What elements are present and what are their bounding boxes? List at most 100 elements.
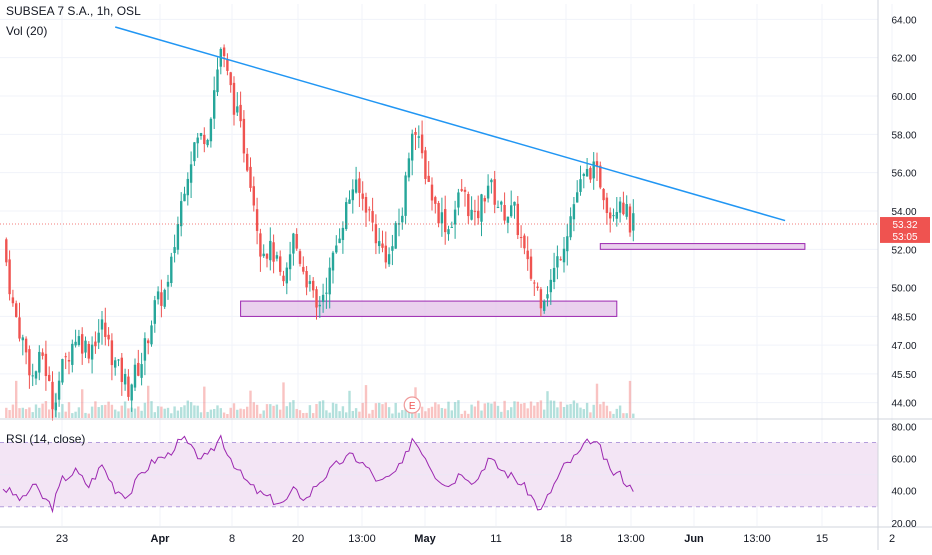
volume-bar (249, 390, 252, 418)
volume-bar (94, 401, 97, 418)
volume-bar (213, 408, 216, 418)
candle-body (41, 352, 44, 356)
candle-body (483, 198, 486, 202)
countdown-label: 53:05 (892, 232, 917, 243)
rsi-label[interactable]: RSI (14, close) (6, 432, 86, 446)
candle-body (272, 242, 275, 262)
candle-body (477, 210, 480, 219)
volume-bar (315, 404, 318, 418)
price-tick-label: 50.00 (891, 284, 916, 295)
candle-body (589, 167, 592, 180)
price-tick-label: 60.00 (891, 92, 916, 103)
trendline-layer[interactable] (0, 26, 878, 225)
volume-bar (298, 410, 302, 418)
support-zone-2[interactable] (599, 243, 806, 250)
volume-bar (543, 409, 546, 418)
earnings-marker[interactable] (403, 396, 421, 414)
volume-bar (246, 406, 249, 418)
candle-body (97, 332, 100, 343)
volume-bar (378, 402, 381, 418)
volume-bar (427, 408, 430, 418)
volume-bar (437, 404, 440, 418)
candle-body (556, 256, 559, 268)
rsi-tick-label: 60.00 (891, 455, 916, 466)
volume-bar (97, 407, 100, 418)
candle-body (566, 236, 569, 252)
candle-body (265, 253, 269, 259)
candle-body (176, 223, 180, 250)
candle-body (114, 360, 117, 368)
price-tick-label: 54.00 (891, 207, 916, 218)
axis-labels: 64.00 62.00 60.00 58.00 56.00 54.00 52.00 50.00… (56, 15, 930, 545)
last-price-badge[interactable] (880, 217, 930, 232)
volume-label[interactable]: Vol (20) (6, 24, 48, 38)
support-zones[interactable] (240, 243, 806, 317)
time-tick-label: Jun (684, 533, 704, 545)
candle-body (371, 211, 374, 223)
volume-bar (328, 412, 331, 418)
volume-bar (595, 383, 599, 418)
candle-body (496, 206, 500, 208)
candle-body (552, 267, 556, 282)
earnings-marker-label: E (409, 401, 416, 412)
candle-body (592, 161, 595, 179)
candle-body (506, 216, 510, 223)
candle-body (226, 59, 229, 71)
volume-bar (523, 402, 526, 418)
volume-bar (143, 402, 147, 418)
candle-body (625, 204, 628, 217)
volume-bar (354, 408, 358, 418)
candle-body (110, 340, 114, 366)
candle-body (57, 380, 61, 400)
volume-bar (539, 400, 543, 418)
volume-bar (351, 410, 354, 418)
candle-body (618, 201, 622, 213)
volume-bar (110, 404, 114, 418)
candle-body (275, 255, 279, 259)
volume-bar (219, 408, 222, 418)
volume-bar (572, 400, 576, 418)
volume-bar (602, 401, 605, 418)
volume-bar (513, 401, 516, 418)
candle-body (77, 336, 81, 345)
candle-body (216, 69, 219, 93)
candle-body (163, 289, 166, 307)
volume-bar (318, 401, 321, 418)
candle-body (252, 186, 255, 206)
volume-bar (325, 410, 328, 418)
volume-bar (193, 405, 196, 418)
candle-body (453, 209, 457, 225)
volume-bar (384, 402, 387, 418)
candle-body (519, 237, 523, 239)
time-tick-label: 13:00 (743, 533, 771, 545)
time-tick-label: 13:00 (617, 533, 645, 545)
support-zone-1[interactable] (240, 300, 618, 317)
volume-bar (533, 405, 536, 418)
price-tick-label: 58.00 (891, 130, 916, 141)
time-tick-label: 20 (292, 533, 304, 545)
volume-bar (628, 380, 632, 418)
candle-body (24, 338, 28, 353)
volume-bar (496, 405, 500, 418)
candle-body (338, 238, 341, 244)
countdown-badge[interactable] (880, 228, 930, 243)
candle-body (81, 334, 84, 354)
resistance-trendline[interactable] (114, 26, 786, 222)
volume-bar (156, 406, 160, 418)
volume-bar (305, 412, 308, 418)
candle-body (67, 360, 71, 362)
candle-body (302, 266, 305, 272)
candle-body (440, 212, 444, 224)
symbol-title[interactable]: SUBSEA 7 S.A., 1h, OSL (6, 4, 141, 18)
candle-body (249, 166, 252, 188)
candle-body (54, 402, 57, 411)
candle-body (622, 202, 625, 215)
candle-body (196, 137, 199, 144)
candle-body (576, 192, 579, 203)
price-tick-label: 56.00 (891, 169, 916, 180)
volume-bar (338, 411, 341, 418)
volume-bar (562, 407, 566, 418)
